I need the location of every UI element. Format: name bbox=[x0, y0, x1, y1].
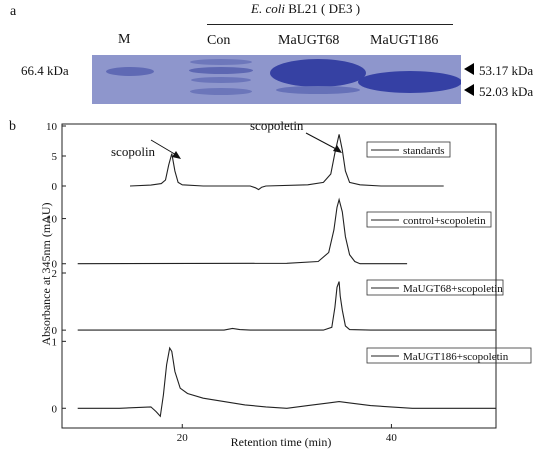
size-label-52kda: 52.03 kDa bbox=[479, 84, 534, 99]
y-tick-label-2-1: 0 bbox=[52, 259, 58, 271]
y-tick-label-1-1: 0 bbox=[52, 181, 58, 193]
trace-legends: standards control+scopoletin MaUGT68+scopo… bbox=[366, 141, 532, 364]
maugt186-band bbox=[358, 71, 461, 93]
y-tick-label-3-2: 2 bbox=[52, 268, 58, 280]
legend-box-2 bbox=[366, 211, 492, 228]
control-band-2 bbox=[189, 67, 253, 74]
lane-label-maugt68: MaUGT68 bbox=[278, 33, 340, 48]
annotation-scopolin: scopolin bbox=[111, 144, 156, 159]
x-tick-label-2: 40 bbox=[386, 432, 398, 444]
lane-label-con: Con bbox=[207, 33, 231, 48]
annotation-scopoletin: scopoletin bbox=[250, 118, 304, 133]
control-band-1 bbox=[190, 59, 252, 65]
control-band-3 bbox=[191, 77, 251, 83]
x-axis-label: Retention time (min) bbox=[231, 435, 332, 449]
sds-page-gel bbox=[92, 55, 461, 104]
band-arrows bbox=[464, 63, 474, 96]
strain-header-italic: E. coli bbox=[251, 1, 285, 16]
chromatogram-traces bbox=[77, 134, 496, 418]
trace-3 bbox=[77, 281, 496, 331]
legend-label-3: MaUGT68+scopoletin bbox=[403, 283, 503, 295]
arrow-52-kda bbox=[464, 84, 474, 96]
y-tick-label-4-2: 1 bbox=[52, 336, 58, 348]
trace-4 bbox=[77, 346, 496, 418]
panel-a-label: a bbox=[10, 4, 17, 19]
y-tick-label-1-3: 10 bbox=[46, 121, 58, 133]
size-label-53kda: 53.17 kDa bbox=[479, 63, 534, 78]
strain-header-rest: BL21 ( DE3 ) bbox=[284, 1, 361, 16]
control-band-4 bbox=[190, 88, 252, 95]
trace-1 bbox=[129, 134, 444, 191]
trace-2 bbox=[77, 197, 408, 265]
legend-box-3 bbox=[366, 279, 504, 296]
arrow-scopolin-head bbox=[172, 151, 181, 159]
legend-label-2: control+scopoletin bbox=[403, 215, 486, 227]
marker-size-label: 66.4 kDa bbox=[21, 63, 69, 78]
arrow-53-kda bbox=[464, 63, 474, 75]
y-tick-label-2-2: 10 bbox=[46, 214, 58, 226]
arrow-scopoletin-head bbox=[333, 145, 342, 153]
legend-box-1 bbox=[366, 141, 451, 158]
lane-label-maugt186: MaUGT186 bbox=[370, 33, 439, 48]
marker-band bbox=[106, 67, 154, 76]
arrow-scopoletin-line bbox=[305, 132, 339, 151]
legend-label-1: standards bbox=[403, 145, 445, 157]
maugt68-band-lower bbox=[276, 86, 360, 94]
y-tick-label-1-2: 5 bbox=[52, 151, 58, 163]
y-tick-label-3-1: 0 bbox=[52, 325, 58, 337]
lane-label-m: M bbox=[118, 32, 131, 47]
y-tick-label-4-1: 0 bbox=[52, 403, 58, 415]
strain-header-line bbox=[207, 24, 453, 25]
x-tick-label-1: 20 bbox=[177, 432, 189, 444]
strain-header: E. coli BL21 ( DE3 ) bbox=[251, 1, 360, 17]
legend-label-4: MaUGT186+scopoletin bbox=[403, 351, 509, 363]
panel-b-label: b bbox=[9, 119, 16, 134]
plot-frame bbox=[61, 123, 497, 429]
y-axis-label: Absorbance at 345nm (mAU) bbox=[39, 203, 53, 346]
arrow-scopolin-line bbox=[150, 139, 179, 157]
maugt68-band bbox=[270, 59, 366, 87]
legend-box-4 bbox=[366, 347, 532, 364]
